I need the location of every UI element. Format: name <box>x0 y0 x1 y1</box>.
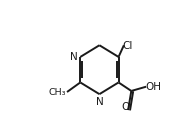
Text: OH: OH <box>145 82 161 92</box>
Text: N: N <box>70 52 78 62</box>
Text: N: N <box>96 97 103 107</box>
Text: CH₃: CH₃ <box>48 88 66 97</box>
Text: Cl: Cl <box>123 41 133 51</box>
Text: O: O <box>122 102 130 112</box>
